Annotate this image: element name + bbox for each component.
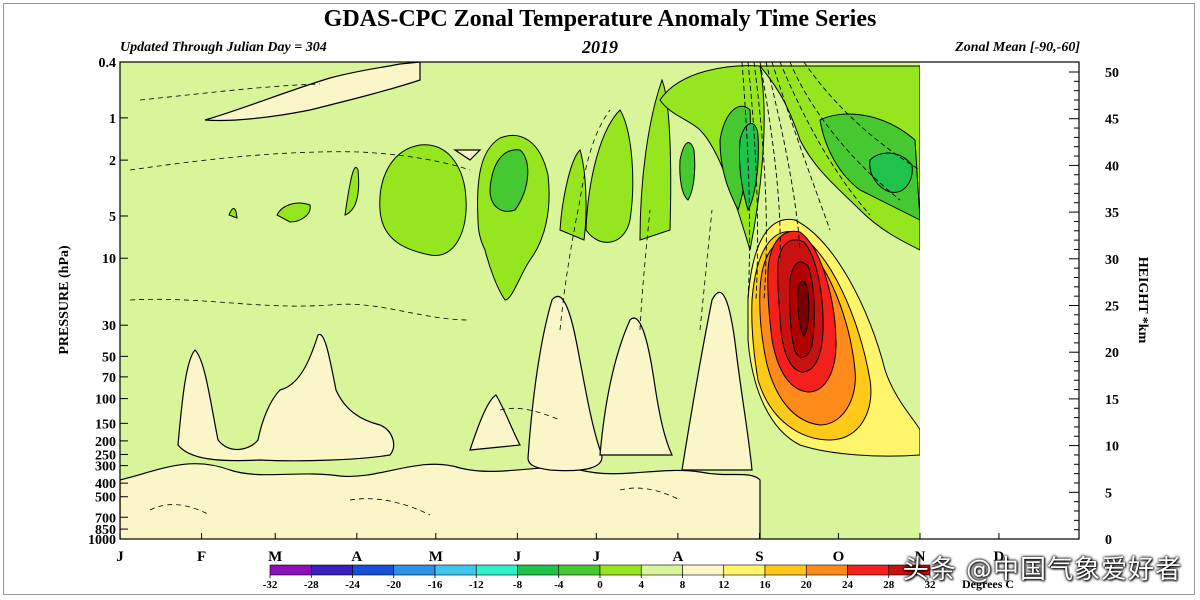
colorbar-level-label: 32: [925, 579, 937, 591]
colorbar-level-label: -20: [386, 579, 401, 591]
watermark: 头条 @中国气象爱好者: [902, 555, 1182, 585]
pressure-tick-label: 1000: [88, 533, 116, 548]
month-tick-label: A: [351, 549, 362, 565]
pressure-tick-label: 5: [109, 210, 116, 225]
colorbar-swatch: [640, 564, 683, 576]
pressure-tick-label: 0.4: [99, 56, 117, 71]
pressure-tick-label: 2: [109, 154, 116, 169]
colorbar-level-label: 24: [842, 579, 854, 591]
month-tick-label: J: [593, 549, 601, 565]
height-tick-label: 15: [1105, 393, 1119, 408]
updated-label: Updated Through Julian Day = 304: [120, 40, 327, 55]
zonal-mean-label: Zonal Mean [-90,-60]: [955, 40, 1080, 55]
colorbar-swatch: [393, 564, 436, 576]
pressure-tick-label: 100: [95, 393, 116, 408]
plot-border: [119, 61, 1080, 540]
height-tick-label: 35: [1105, 206, 1119, 221]
image-frame: [3, 3, 1195, 595]
colorbar-level-label: 12: [718, 579, 730, 591]
colorbar-swatch: [888, 564, 931, 576]
colorbar-swatch: [599, 564, 642, 576]
pressure-tick-label: 1: [109, 112, 116, 127]
pressure-tick-label: 400: [95, 477, 116, 492]
height-tick-label: 50: [1105, 66, 1119, 81]
colorbar-level-label: 0: [597, 579, 603, 591]
month-tick-label: A: [672, 549, 683, 565]
pressure-tick-label: 150: [95, 417, 116, 432]
no-data-region: [920, 62, 1079, 539]
colorbar-level-label: -32: [263, 579, 278, 591]
colorbar-level-label: 8: [680, 579, 686, 591]
colorbar-swatch: [682, 564, 725, 576]
colorbar-level-label: -4: [554, 579, 564, 591]
year-label: 2019: [582, 37, 618, 57]
colorbar-level-label: -12: [469, 579, 484, 591]
month-tick-label: N: [915, 549, 926, 565]
height-tick-label: 5: [1105, 486, 1112, 501]
colorbar-swatch: [847, 564, 890, 576]
height-tick-label: 30: [1105, 253, 1119, 268]
height-tick-label: 0: [1105, 533, 1112, 548]
colorbar-swatch: [517, 564, 560, 576]
colorbar-level-label: 20: [801, 579, 813, 591]
pressure-tick-label: 200: [95, 435, 116, 450]
colorbar-swatch: [352, 564, 395, 576]
colorbar-swatch: [434, 564, 477, 576]
colorbar-swatch: [269, 564, 312, 576]
pressure-tick-label: 50: [102, 350, 116, 365]
height-tick-label: 10: [1105, 440, 1119, 455]
colorbar-level-label: -16: [428, 579, 443, 591]
month-tick-label: S: [755, 549, 763, 565]
pressure-tick-label: 10: [102, 252, 116, 267]
month-tick-label: M: [429, 549, 443, 565]
chart-title: GDAS-CPC Zonal Temperature Anomaly Time …: [323, 6, 877, 32]
colorbar-swatch: [805, 564, 848, 576]
month-tick-label: D: [994, 549, 1005, 565]
pressure-tick-label: 70: [102, 371, 116, 386]
colorbar-swatch: [723, 564, 766, 576]
colorbar-level-label: -28: [304, 579, 319, 591]
colorbar-level-label: -8: [513, 579, 523, 591]
colorbar-swatch: [475, 564, 518, 576]
pressure-tick-label: 500: [95, 491, 116, 506]
height-tick-label: 20: [1105, 346, 1119, 361]
height-tick-label: 25: [1105, 300, 1119, 315]
colorbar-level-label: 16: [760, 579, 772, 591]
pressure-tick-label: 850: [95, 523, 116, 538]
pressure-tick-label: 700: [95, 511, 116, 526]
anomaly-field: [120, 62, 920, 539]
month-tick-label: M: [268, 549, 282, 565]
colorbar-level-label: 28: [883, 579, 895, 591]
colorbar-swatch: [310, 564, 353, 576]
height-tick-label: 45: [1105, 113, 1119, 128]
month-tick-label: J: [514, 549, 522, 565]
month-tick-label: F: [197, 549, 206, 565]
colorbar-swatch: [558, 564, 601, 576]
y-axis-label-left: PRESSURE (hPa): [57, 245, 72, 355]
y-axis-label-right: HEIGHT *km: [1135, 257, 1150, 344]
pressure-tick-label: 300: [95, 460, 116, 475]
pressure-tick-label: 30: [102, 319, 116, 334]
colorbar-level-label: -24: [345, 579, 360, 591]
height-tick-label: 40: [1105, 159, 1119, 174]
pressure-tick-label: 250: [95, 448, 116, 463]
month-tick-label: J: [116, 549, 124, 565]
colorbar: -32 -28 -24 -20 -16 -12 -8 -4 0 4 8 12 16 20 24 28 32 Deg…: [263, 564, 1014, 591]
month-tick-label: O: [833, 549, 845, 565]
colorbar-level-label: 4: [639, 579, 645, 591]
colorbar-swatch: [764, 564, 807, 576]
colorbar-unit-label: Degrees C: [962, 577, 1014, 591]
